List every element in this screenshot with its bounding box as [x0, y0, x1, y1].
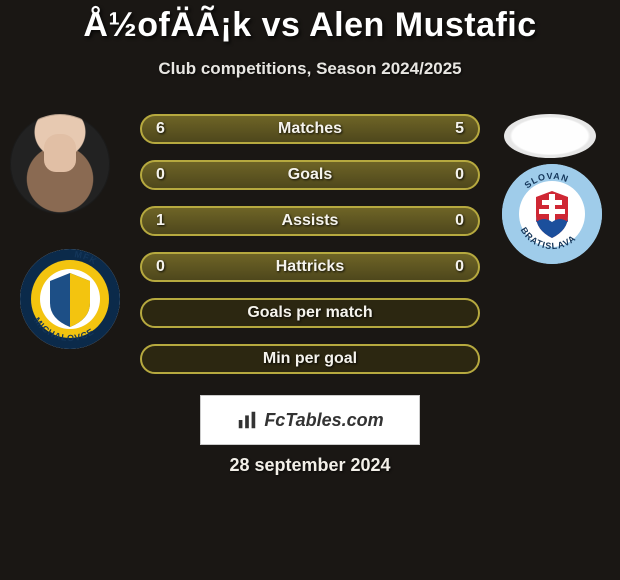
club-badge-left-svg: MFK MICHALOVCE: [20, 249, 120, 349]
stat-label: Assists: [140, 212, 480, 230]
stat-label: Min per goal: [140, 350, 480, 368]
stat-label: Goals per match: [140, 304, 480, 322]
club-badge-left: MFK MICHALOVCE: [20, 249, 120, 349]
page-title: Å½ofÄÃ¡k vs Alen Mustafic: [0, 0, 620, 45]
player-left-avatar: [10, 114, 110, 214]
date-line: 28 september 2024: [0, 455, 620, 476]
stat-bar: Min per goal: [140, 344, 480, 374]
stat-bar: Goals per match: [140, 298, 480, 328]
page-subtitle: Club competitions, Season 2024/2025: [0, 59, 620, 79]
club-badge-right-svg: SLOVAN BRATISLAVA: [502, 164, 602, 264]
stat-bar: 6Matches5: [140, 114, 480, 144]
stat-label: Goals: [140, 166, 480, 184]
stat-bar: 0Hattricks0: [140, 252, 480, 282]
player-right-avatar: [504, 114, 596, 158]
chart-icon: [236, 409, 258, 431]
brand-box[interactable]: FcTables.com: [200, 395, 420, 445]
stat-label: Matches: [140, 120, 480, 138]
club-badge-right: SLOVAN BRATISLAVA: [502, 164, 602, 264]
stat-bars: 6Matches5 0Goals0 1Assists0 0Hattricks0 Goal…: [140, 114, 480, 390]
stat-bar: 1Assists0: [140, 206, 480, 236]
stat-label: Hattricks: [140, 258, 480, 276]
stat-bar: 0Goals0: [140, 160, 480, 190]
brand-text: FcTables.com: [264, 410, 383, 431]
